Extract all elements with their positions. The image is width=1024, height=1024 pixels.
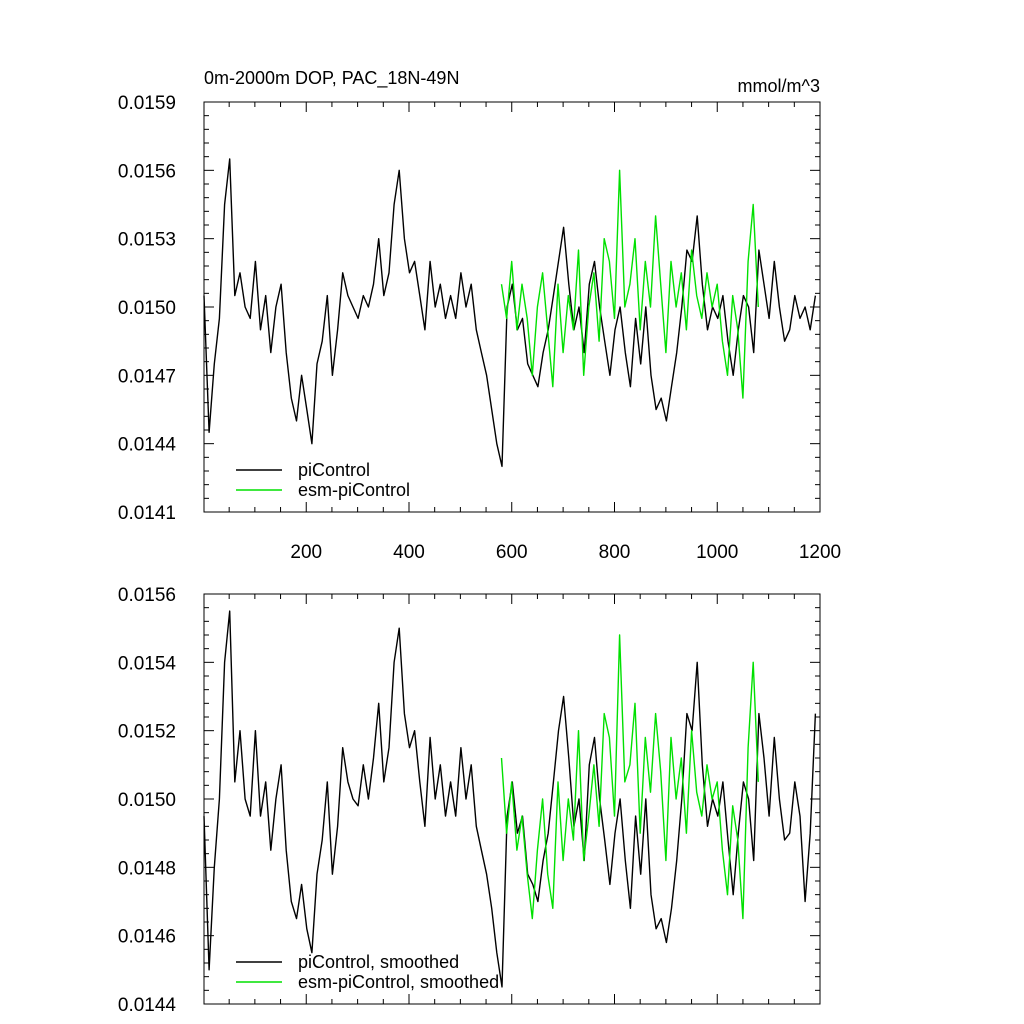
legend-label-esm-picontrol: esm-piControl	[298, 480, 410, 500]
y-tick-label: 0.0144	[118, 995, 177, 1016]
y-tick-label: 0.0156	[118, 161, 176, 182]
y-tick-label: 0.0154	[118, 653, 177, 674]
legend-label-esm-picontrol-smoothed: esm-piControl, smoothed	[298, 972, 499, 992]
top-panel: 0m-2000m DOP, PAC_18N-49N mmol/m^3 0.014…	[118, 68, 841, 563]
axis-layer: 0.0141 0.0144 0.0147 0.0150 0.0153 0.0156 0.01…	[118, 93, 841, 563]
series-line-0	[203, 158, 817, 468]
x-tick-label: 200	[290, 542, 322, 563]
legend: piControl esm-piControl	[236, 460, 410, 500]
y-tick-label: 0.0146	[118, 927, 176, 948]
chart-units: mmol/m^3	[738, 76, 820, 96]
plot-frame	[203, 101, 821, 513]
series-line-1	[500, 634, 759, 920]
series-layer	[203, 158, 817, 468]
y-tick-label: 0.0159	[118, 93, 176, 114]
y-tick-label: 0.0144	[118, 435, 177, 456]
y-tick-label: 0.0147	[118, 366, 176, 387]
x-tick-label: 1200	[799, 542, 841, 563]
y-tick-label: 0.0152	[118, 722, 176, 743]
y-tick-label: 0.0148	[118, 858, 176, 879]
y-tick-label: 0.0150	[118, 790, 176, 811]
legend: piControl, smoothed esm-piControl, smoot…	[236, 952, 499, 992]
legend-label-picontrol: piControl	[298, 460, 370, 480]
bottom-panel: 0.0144 0.0146 0.0148 0.0150 0.0152 0.0154 0.01…	[118, 585, 821, 1016]
x-tick-label: 600	[496, 542, 528, 563]
series-layer	[203, 610, 817, 988]
series-line-1	[500, 169, 759, 399]
plot-frame	[203, 593, 821, 1005]
axis-layer: 0.0144 0.0146 0.0148 0.0150 0.0152 0.0154 0.01…	[118, 585, 821, 1016]
y-tick-label: 0.0156	[118, 585, 176, 606]
chart-title: 0m-2000m DOP, PAC_18N-49N	[204, 68, 459, 89]
x-tick-label: 1000	[696, 542, 738, 563]
y-tick-label: 0.0150	[118, 298, 176, 319]
y-tick-label: 0.0153	[118, 230, 176, 251]
y-tick-label: 0.0141	[118, 503, 176, 524]
legend-label-picontrol-smoothed: piControl, smoothed	[298, 952, 459, 972]
x-tick-label: 400	[393, 542, 425, 563]
x-tick-label: 800	[599, 542, 631, 563]
